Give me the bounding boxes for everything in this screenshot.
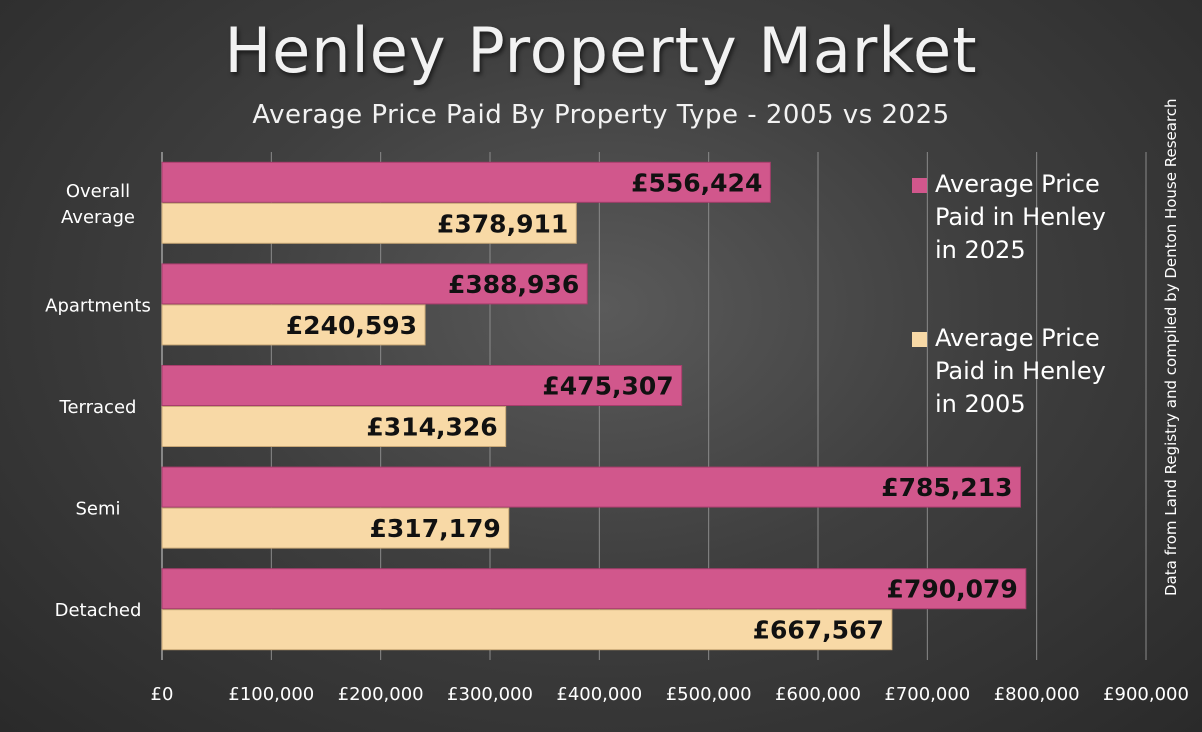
x-tick-label: £300,000 — [447, 684, 533, 705]
legend-label-2005-line: Average Price — [935, 324, 1100, 352]
legend-swatch-2005 — [912, 332, 927, 347]
x-tick-label: £900,000 — [1103, 684, 1189, 705]
bar-2005 — [161, 202, 577, 244]
data-label: £790,079 — [887, 575, 1018, 604]
source-note: Data from Land Registry and compiled by … — [1162, 98, 1180, 596]
category-label: Terraced — [59, 397, 137, 418]
legend-label-2005: Average Price Paid in Henley in 2005 — [935, 322, 1106, 421]
category-label: Average — [61, 207, 135, 228]
data-label: £378,911 — [437, 209, 568, 238]
data-label: £667,567 — [753, 616, 884, 645]
x-tick-label: £600,000 — [775, 684, 861, 705]
bar-2025 — [161, 263, 588, 305]
data-label: £556,424 — [631, 168, 762, 197]
category-label: Apartments — [45, 295, 151, 316]
x-tick-label: £500,000 — [666, 684, 752, 705]
x-tick-label: £700,000 — [884, 684, 970, 705]
chart-title: Henley Property Market — [224, 14, 978, 87]
legend-label-2025: Average Price Paid in Henley in 2025 — [935, 168, 1106, 267]
data-label: £240,593 — [286, 311, 417, 340]
data-label: £785,213 — [881, 473, 1012, 502]
legend-swatch-2025 — [912, 178, 927, 193]
data-label: £317,179 — [370, 514, 501, 543]
category-label: Semi — [75, 499, 120, 520]
data-label: £388,936 — [448, 270, 579, 299]
x-tick-label: £800,000 — [994, 684, 1080, 705]
x-tick-label: £400,000 — [556, 684, 642, 705]
chart-subtitle: Average Price Paid By Property Type - 20… — [252, 100, 950, 130]
bar-2005 — [161, 609, 893, 651]
bar-2025 — [161, 365, 683, 406]
legend-label-2005-line: Paid in Henley — [935, 357, 1106, 385]
data-label: £475,307 — [542, 372, 673, 401]
bar-2005 — [161, 406, 507, 447]
category-label: Detached — [55, 600, 142, 621]
bar-2025 — [161, 568, 1027, 610]
bar-2025 — [161, 161, 771, 203]
bar-2025 — [161, 466, 1021, 508]
legend-label-2025-line: Average Price — [935, 170, 1100, 198]
legend-item-2025: Average Price Paid in Henley in 2025 — [912, 168, 1112, 267]
bar-2005 — [161, 304, 426, 346]
category-label: Overall — [66, 181, 130, 202]
x-tick-label: £100,000 — [228, 684, 314, 705]
bar-2005 — [161, 507, 510, 549]
legend-label-2005-line: in 2005 — [935, 390, 1026, 418]
x-tick-label: £200,000 — [338, 684, 424, 705]
data-label: £314,326 — [366, 413, 497, 442]
legend-item-2005: Average Price Paid in Henley in 2005 — [912, 322, 1112, 421]
legend-label-2025-line: in 2025 — [935, 236, 1026, 264]
x-tick-label: £0 — [151, 684, 174, 705]
legend-label-2025-line: Paid in Henley — [935, 203, 1106, 231]
